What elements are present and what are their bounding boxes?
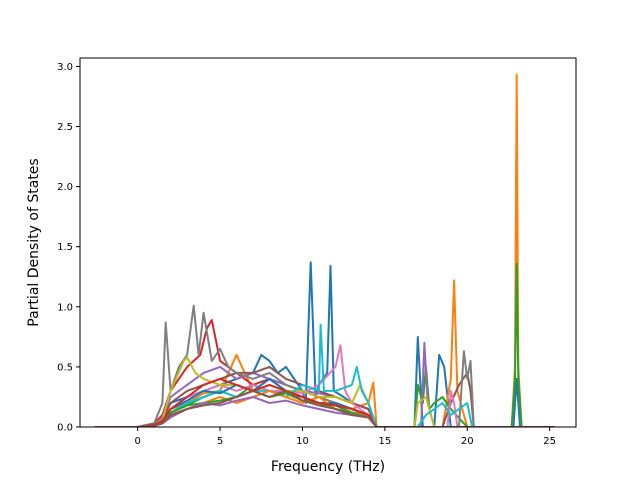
axes-frame [79, 57, 577, 428]
plot-area [94, 73, 555, 427]
x-tick-label: 25 [543, 436, 556, 447]
x-tick-label: 10 [296, 436, 309, 447]
y-tick-label: 1.0 [57, 302, 73, 313]
x-tick-label: 20 [461, 436, 474, 447]
y-tick-label: 2.5 [57, 122, 73, 133]
series-line-16 [94, 389, 555, 427]
y-axis-ticks: 0.0 0.5 1.0 1.5 2.0 2.5 3.0 [57, 62, 80, 434]
series-line-14 [94, 377, 555, 427]
series-line-8 [94, 304, 555, 427]
x-tick-label: 15 [378, 436, 391, 447]
series-line-10 [94, 323, 555, 427]
x-axis-ticks: 0 5 10 15 20 25 [134, 427, 556, 447]
y-tick-label: 0.0 [57, 423, 73, 434]
x-tick-label: 5 [217, 436, 223, 447]
x-tick-label: 0 [134, 436, 140, 447]
x-axis-label: Frequency (THz) [271, 459, 385, 475]
y-tick-label: 2.0 [57, 182, 73, 193]
y-tick-label: 3.0 [57, 62, 73, 73]
y-axis-label: Partial Density of States [26, 158, 42, 326]
y-tick-label: 1.5 [57, 242, 73, 253]
y-tick-label: 0.5 [57, 362, 73, 373]
